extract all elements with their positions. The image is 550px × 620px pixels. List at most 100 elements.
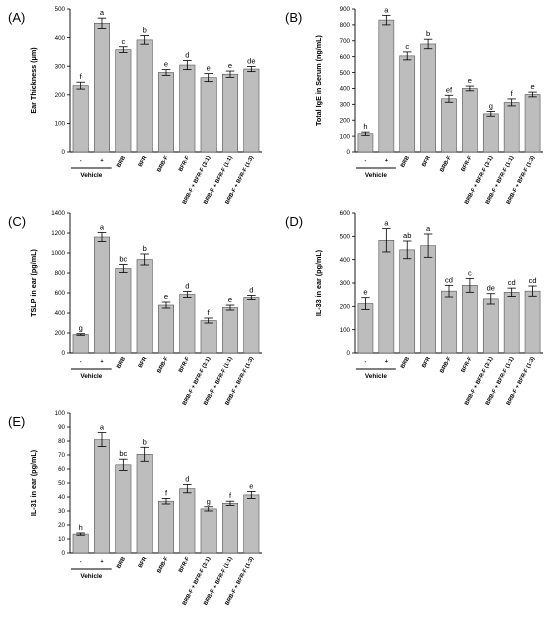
vehicle-label: Vehicle: [80, 172, 102, 179]
vehicle-label: Vehicle: [80, 373, 102, 380]
x-tick-label: BRB-F: [156, 155, 170, 174]
panel-label: (D): [285, 214, 303, 229]
significance-letter: f: [165, 488, 168, 497]
x-tick-label: +: [100, 359, 104, 365]
bar: [222, 73, 238, 153]
significance-letter: g: [489, 101, 493, 110]
panel-label: (C): [8, 214, 26, 229]
y-axis-title: IL-33 in ear (pg/mL): [314, 249, 323, 316]
significance-letter: f: [229, 491, 232, 500]
y-tick-label: 90: [58, 424, 65, 431]
bar: [200, 508, 217, 554]
x-tick-label: BRB: [116, 155, 127, 169]
significance-letter: bc: [119, 255, 127, 264]
bar: [399, 249, 416, 354]
x-tick-label: BFR: [138, 556, 149, 569]
bar: [524, 290, 541, 354]
x-tick-label: BFR-F: [178, 556, 191, 574]
y-tick-label: 100: [340, 133, 351, 140]
bar: [136, 259, 153, 354]
y-tick-label: 20: [58, 522, 65, 529]
significance-letter: a: [100, 8, 105, 17]
y-tick-label: 200: [340, 117, 351, 124]
y-tick-label: 10: [58, 536, 65, 543]
significance-letter: ef: [446, 85, 453, 94]
bar: [524, 94, 541, 153]
significance-letter: h: [79, 523, 83, 532]
bar: [158, 500, 174, 554]
bar: [115, 49, 132, 153]
significance-letter: e: [363, 288, 367, 297]
y-tick-label: 100: [55, 121, 66, 128]
significance-letter: e: [468, 76, 472, 85]
y-tick-label: 1000: [51, 250, 65, 257]
x-tick-label: BFR: [421, 356, 432, 369]
y-tick-label: 600: [340, 54, 351, 61]
significance-letter: a: [100, 423, 105, 432]
y-tick-label: 800: [340, 22, 351, 29]
significance-letter: b: [426, 29, 430, 38]
significance-letter: e: [530, 82, 534, 91]
x-tick-label: BFR-F: [460, 356, 473, 374]
x-tick-label: BRB-F: [439, 155, 453, 174]
bar: [378, 19, 395, 153]
chart-panel-1: (A) 0 100 200 300 400 500 Ear Thickness (μm) f - a…: [8, 6, 262, 206]
significance-letter: a: [384, 5, 389, 14]
x-tick-label: BFR-F: [178, 155, 191, 173]
y-tick-label: 50: [58, 480, 65, 487]
x-tick-label: BRB: [400, 356, 411, 370]
y-tick-label: 400: [340, 86, 351, 93]
significance-letter: b: [143, 244, 147, 253]
significance-letter: e: [249, 481, 253, 490]
bar: [200, 77, 217, 153]
significance-letter: cd: [508, 278, 516, 287]
x-tick-label: BRB-F: [156, 556, 170, 575]
y-tick-label: 0: [347, 350, 351, 357]
x-tick-label: -: [80, 158, 82, 164]
y-axis-title: IL-31 in ear (pg/mL): [29, 449, 38, 516]
y-tick-label: 600: [340, 210, 351, 217]
y-tick-label: 200: [340, 304, 351, 311]
bar: [243, 494, 260, 554]
significance-letter: e: [228, 295, 232, 304]
y-tick-label: 900: [340, 6, 351, 13]
bar: [399, 55, 416, 153]
x-tick-label: BFR: [138, 155, 149, 168]
x-tick-label: BRB: [116, 556, 127, 570]
y-tick-label: 300: [340, 102, 351, 109]
panel-label: (B): [285, 10, 302, 25]
x-tick-label: BRB-F: [156, 356, 170, 375]
x-tick-label: -: [365, 158, 367, 164]
bar: [158, 304, 174, 354]
x-tick-label: +: [385, 158, 389, 164]
bar: [222, 502, 238, 554]
y-tick-label: 400: [55, 310, 66, 317]
y-tick-label: 500: [340, 234, 351, 241]
y-tick-label: 400: [55, 35, 66, 42]
bar: [357, 133, 374, 153]
bar: [115, 268, 132, 354]
y-tick-label: 80: [58, 438, 65, 445]
bar: [200, 320, 217, 354]
significance-letter: f: [80, 72, 83, 81]
bar: [441, 98, 457, 153]
y-tick-label: 600: [55, 290, 66, 297]
bar: [179, 294, 196, 354]
x-tick-label: +: [100, 158, 104, 164]
x-tick-label: +: [100, 559, 104, 565]
significance-letter: d: [185, 50, 189, 59]
significance-letter: cd: [529, 276, 537, 285]
significance-letter: e: [164, 292, 168, 301]
bar: [482, 113, 499, 153]
x-tick-label: BFR-F: [178, 356, 191, 374]
y-tick-label: 0: [347, 149, 351, 156]
bar: [420, 43, 436, 153]
panel-label: (E): [8, 414, 25, 429]
y-tick-label: 30: [58, 508, 65, 515]
x-tick-label: BRB: [400, 155, 411, 169]
significance-letter: ab: [403, 231, 411, 240]
y-tick-label: 1200: [51, 230, 65, 237]
significance-letter: g: [207, 497, 211, 506]
y-tick-label: 200: [55, 330, 66, 337]
significance-letter: d: [249, 286, 253, 295]
